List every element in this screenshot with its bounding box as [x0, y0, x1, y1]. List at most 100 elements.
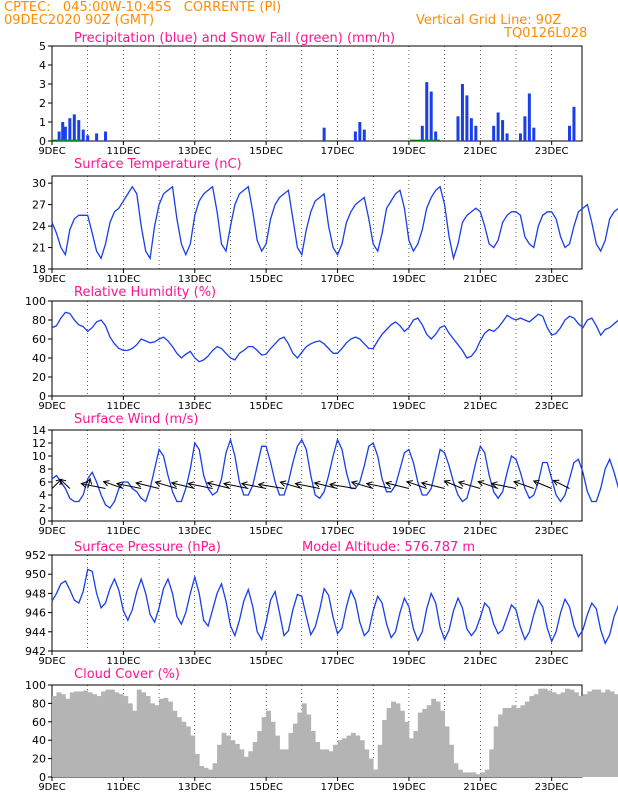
wind-arrow — [103, 481, 124, 489]
cloud-bar — [542, 688, 548, 777]
precip-bar — [474, 125, 478, 141]
cloud-bar — [243, 756, 249, 777]
cloud-bar — [105, 689, 111, 777]
precip-bar — [322, 127, 326, 141]
cloud-bar — [395, 703, 401, 777]
y-tick-label: 60 — [32, 716, 46, 729]
cloud-bar — [194, 754, 200, 777]
cloud-bar — [475, 774, 481, 777]
precip-bar — [523, 116, 527, 141]
cloud-bar — [301, 703, 307, 777]
cloud-bar — [507, 708, 512, 777]
precip-bar — [429, 91, 433, 141]
cloud-bar — [377, 744, 383, 777]
precip-bar — [496, 112, 500, 141]
cloud-bar — [150, 703, 156, 777]
series-line — [51, 437, 618, 509]
cloud-bar — [315, 742, 321, 777]
wind-arrow — [553, 480, 570, 489]
y-tick-label: 100 — [25, 679, 46, 692]
cloud-bar — [74, 691, 80, 777]
cloud-bar — [69, 692, 75, 777]
cloud-bar — [96, 696, 102, 777]
cloud-bar — [217, 744, 222, 777]
cloud-bar — [373, 769, 379, 777]
y-tick-label: 944 — [25, 626, 46, 639]
wind-arrow-head — [257, 481, 265, 489]
x-tick-label: 21DEC — [463, 656, 497, 667]
precip-bar — [572, 106, 576, 141]
y-tick-label: 948 — [25, 587, 46, 600]
wind-arrow-head — [350, 480, 358, 487]
wind-arrow-head — [532, 479, 540, 487]
wind-arrow — [171, 482, 195, 489]
wind-arrow — [258, 483, 285, 489]
wind-arrow — [366, 483, 392, 489]
panel-frame — [51, 45, 583, 142]
x-tick-label: 15DEC — [249, 656, 283, 667]
wind-arrow-head — [513, 480, 520, 487]
wind-arrow — [207, 482, 231, 489]
cloud-bar — [270, 721, 276, 777]
precip-bar — [81, 129, 85, 141]
cloud-bar — [573, 692, 579, 777]
cloud-bar — [279, 749, 285, 777]
cloud-bar — [328, 751, 334, 777]
wind-arrow — [295, 483, 320, 489]
wind-arrow-head — [294, 481, 302, 488]
cloud-bar — [266, 710, 272, 777]
cloud-bar — [435, 701, 441, 777]
x-tick-label: 9DEC — [38, 656, 65, 667]
x-tick-label: 11DEC — [107, 656, 141, 667]
cloud-bar — [449, 744, 454, 777]
y-tick-label: 80 — [32, 697, 46, 710]
cloud-bar — [234, 743, 240, 777]
header-grid-note: Vertical Grid Line: 90Z — [416, 13, 562, 28]
y-tick-label: 8 — [39, 463, 46, 476]
cloud-bar — [524, 701, 530, 777]
cloud-bar — [123, 696, 129, 777]
cloud-bar — [462, 772, 468, 777]
cloud-bar — [92, 694, 98, 777]
cloud-bar — [118, 694, 124, 777]
wind-arrow-head — [490, 481, 498, 488]
precip-bar — [532, 127, 536, 141]
y-tick-label: 1 — [39, 116, 46, 129]
y-tick-label: 10 — [32, 450, 46, 463]
wind-arrow — [533, 480, 552, 489]
x-tick-label: 19DEC — [392, 656, 426, 667]
x-tick-label: 23DEC — [535, 656, 569, 667]
cloud-bar — [426, 705, 432, 777]
cloud-bar — [176, 717, 182, 777]
wind-arrow-head — [170, 480, 178, 488]
x-tick-label: 11DEC — [107, 146, 141, 157]
cloud-bar — [252, 742, 258, 777]
wind-arrow-head — [102, 480, 110, 487]
cloud-bar — [239, 749, 245, 777]
y-tick-label: 0 — [39, 515, 46, 528]
x-tick-label: 17DEC — [321, 274, 355, 285]
y-tick-label: 24 — [32, 220, 46, 233]
cloud-bar — [431, 698, 437, 777]
wind-arrow-head — [154, 480, 162, 487]
x-tick-label: 23DEC — [535, 146, 569, 157]
panel-title: Precipitation (blue) and Snow Fall (gree… — [74, 31, 395, 46]
y-tick-label: 14 — [32, 424, 46, 437]
wind-arrow-head — [240, 481, 248, 488]
cloud-bar — [127, 703, 133, 777]
precip-bar — [492, 125, 496, 141]
cloud-bar — [614, 694, 618, 777]
precip-bar — [527, 93, 531, 141]
wind-arrow — [136, 482, 160, 489]
cloud-bar — [60, 694, 66, 777]
panel-frame — [51, 300, 583, 397]
x-tick-label: 15DEC — [249, 401, 283, 412]
cloud-bar — [471, 772, 477, 777]
wind-arrow — [81, 483, 106, 489]
cloud-bar — [391, 701, 396, 777]
cloud-bar — [172, 710, 178, 777]
x-tick-label: 19DEC — [392, 274, 426, 285]
cloud-bar — [275, 735, 280, 777]
cloud-bar — [337, 740, 343, 777]
panel-title: Surface Pressure (hPa) — [74, 540, 221, 555]
